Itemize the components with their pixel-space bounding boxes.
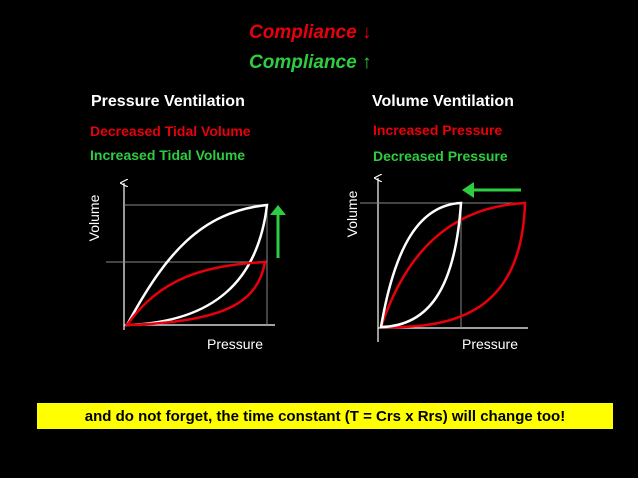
left-red-loop	[124, 260, 267, 327]
title-compliance-down-text: Compliance	[249, 22, 357, 43]
left-green-note: Increased Tidal Volume	[90, 147, 246, 163]
left-white-loop	[124, 203, 269, 327]
footer-banner: and do not forget, the time constant (T …	[37, 403, 613, 429]
left-red-note: Decreased Tidal Volume	[90, 123, 251, 139]
right-y-axis-label: Volume	[344, 190, 360, 237]
left-y-axis-label: Volume	[86, 194, 102, 241]
title-compliance-up: Compliance ↑	[249, 52, 371, 74]
right-heading: Volume Ventilation	[372, 93, 514, 110]
title-compliance-up-text: Compliance	[249, 52, 357, 73]
right-red-note: Increased Pressure	[373, 122, 503, 138]
down-arrow-icon: ↓	[361, 22, 372, 43]
right-plot: Volume Pressure	[344, 178, 528, 352]
right-x-axis-label: Pressure	[462, 336, 518, 352]
footer-note: and do not forget, the time constant (T …	[84, 407, 566, 425]
left-heading: Pressure Ventilation	[91, 93, 245, 110]
title-compliance-down: Compliance ↓	[249, 22, 371, 44]
left-arrow-icon	[462, 182, 521, 198]
right-red-loop	[379, 201, 527, 329]
up-arrow-icon: ↑	[361, 52, 372, 73]
left-plot: Volume Pressure	[86, 183, 286, 352]
left-x-axis-label: Pressure	[207, 336, 263, 352]
up-arrow-icon	[270, 205, 286, 258]
right-white-loop	[379, 201, 463, 329]
right-green-note: Decreased Pressure	[373, 148, 508, 164]
